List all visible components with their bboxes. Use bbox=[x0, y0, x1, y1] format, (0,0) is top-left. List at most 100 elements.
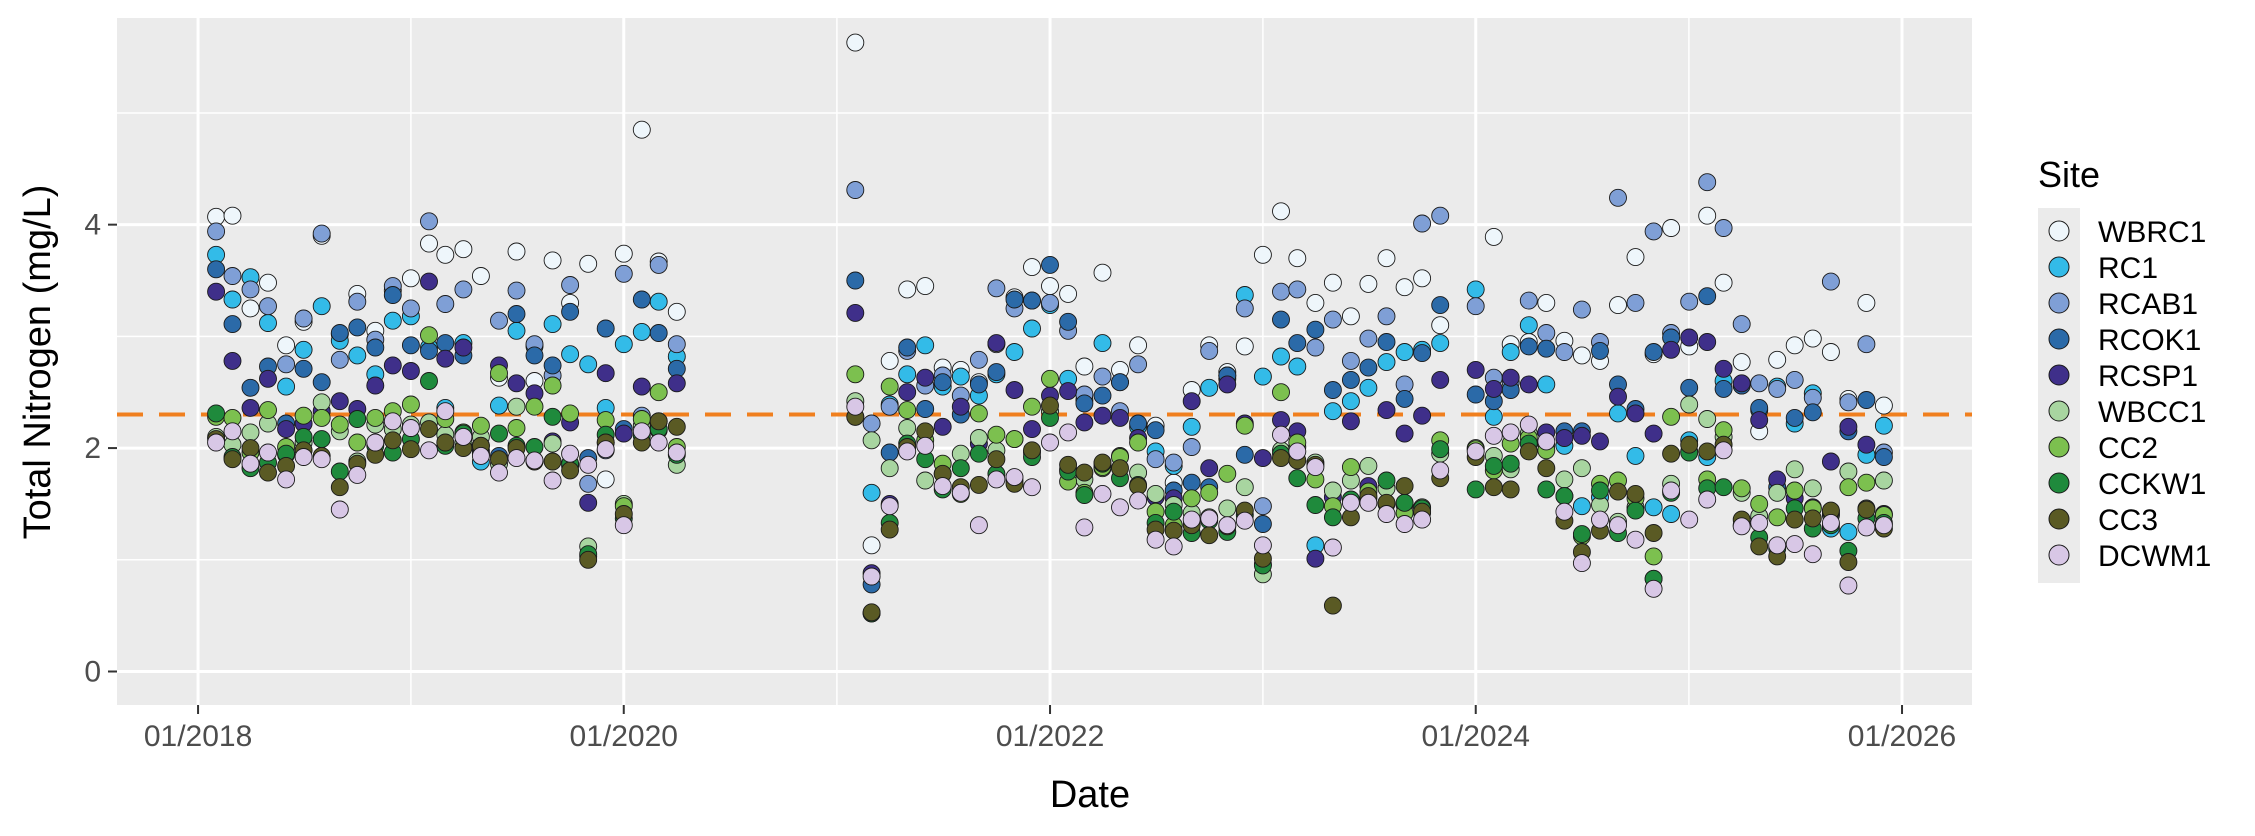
data-point bbox=[1075, 394, 1094, 413]
data-point bbox=[1146, 484, 1165, 503]
legend-label: CC2 bbox=[2098, 432, 2158, 465]
data-point bbox=[1785, 336, 1804, 355]
data-point bbox=[846, 365, 865, 384]
data-point bbox=[1680, 395, 1699, 414]
data-point bbox=[277, 336, 296, 355]
data-point bbox=[1698, 333, 1717, 351]
data-point bbox=[1023, 441, 1041, 460]
data-point bbox=[561, 444, 580, 463]
data-point bbox=[1323, 310, 1342, 329]
data-point bbox=[1059, 284, 1078, 303]
data-point bbox=[1626, 484, 1645, 503]
data-point bbox=[1431, 461, 1450, 480]
data-point bbox=[1537, 339, 1556, 358]
data-point bbox=[1839, 522, 1858, 541]
data-point bbox=[1323, 596, 1342, 615]
data-point bbox=[916, 471, 935, 490]
data-point bbox=[1680, 378, 1699, 397]
data-point bbox=[1306, 338, 1325, 357]
data-point bbox=[1839, 576, 1858, 595]
data-point bbox=[1714, 379, 1733, 398]
data-point bbox=[1803, 545, 1822, 564]
data-point bbox=[951, 367, 970, 386]
data-point bbox=[420, 420, 438, 439]
data-point bbox=[1714, 478, 1733, 497]
data-point bbox=[1023, 420, 1041, 439]
data-point bbox=[525, 397, 544, 416]
data-point bbox=[223, 267, 242, 285]
data-point bbox=[348, 410, 367, 428]
data-point bbox=[1857, 435, 1876, 454]
data-point bbox=[649, 255, 668, 274]
data-point bbox=[1146, 421, 1165, 440]
data-point bbox=[1182, 417, 1201, 436]
data-point bbox=[1874, 448, 1893, 466]
data-point bbox=[507, 321, 526, 340]
data-point bbox=[1041, 293, 1059, 312]
data-point bbox=[1377, 471, 1396, 490]
data-point bbox=[649, 412, 668, 431]
data-point bbox=[207, 282, 226, 301]
legend-key bbox=[2048, 544, 2070, 566]
data-point bbox=[1785, 510, 1804, 529]
data-point bbox=[969, 475, 988, 494]
data-point bbox=[259, 463, 277, 482]
legend-item-dcwm1: DCWM1 bbox=[2048, 540, 2211, 573]
data-point bbox=[1059, 312, 1078, 331]
data-point bbox=[1023, 478, 1041, 497]
data-point bbox=[933, 417, 952, 436]
data-point bbox=[330, 324, 349, 342]
data-point bbox=[454, 280, 473, 299]
data-point bbox=[846, 397, 865, 416]
data-point bbox=[632, 120, 651, 139]
legend-key bbox=[2048, 364, 2070, 386]
data-point bbox=[1537, 324, 1556, 342]
data-point bbox=[1093, 484, 1112, 503]
data-point bbox=[969, 404, 988, 423]
data-point bbox=[490, 424, 508, 443]
data-point bbox=[1839, 462, 1858, 481]
data-point bbox=[1572, 554, 1591, 573]
data-point bbox=[1698, 410, 1717, 428]
data-point bbox=[1803, 509, 1822, 528]
data-point bbox=[1519, 316, 1538, 335]
data-point bbox=[383, 286, 402, 304]
data-point bbox=[1768, 508, 1787, 527]
data-point bbox=[420, 326, 438, 345]
data-point bbox=[1200, 378, 1219, 397]
data-point bbox=[1466, 360, 1485, 379]
data-point bbox=[1785, 408, 1804, 427]
legend-item-rc1: RC1 bbox=[2048, 252, 2158, 285]
data-point bbox=[1235, 337, 1254, 356]
data-point bbox=[294, 340, 313, 359]
data-point bbox=[436, 433, 455, 452]
data-point bbox=[632, 422, 651, 441]
data-point bbox=[1466, 297, 1485, 316]
data-point bbox=[969, 444, 988, 463]
legend-item-wbrc1: WBRC1 bbox=[2048, 216, 2206, 249]
data-point bbox=[1644, 524, 1663, 542]
data-point bbox=[1182, 438, 1201, 456]
data-point bbox=[969, 516, 988, 535]
data-point bbox=[1272, 202, 1290, 221]
data-point bbox=[1572, 497, 1591, 516]
data-point bbox=[277, 470, 296, 489]
data-point bbox=[632, 322, 651, 341]
data-point bbox=[420, 272, 438, 291]
data-point bbox=[1839, 553, 1858, 571]
data-point bbox=[1750, 494, 1769, 513]
data-point bbox=[543, 407, 562, 426]
data-point bbox=[330, 478, 349, 497]
data-point bbox=[401, 336, 420, 355]
data-point bbox=[1413, 269, 1432, 288]
data-point bbox=[1572, 525, 1591, 544]
data-point bbox=[1253, 515, 1272, 533]
data-point bbox=[1359, 493, 1378, 512]
data-point bbox=[1182, 473, 1201, 492]
data-point bbox=[1146, 450, 1165, 469]
data-point bbox=[1253, 497, 1272, 516]
data-point bbox=[420, 372, 438, 390]
data-point bbox=[1200, 526, 1219, 545]
data-point bbox=[1272, 282, 1290, 301]
data-point bbox=[1005, 468, 1024, 487]
